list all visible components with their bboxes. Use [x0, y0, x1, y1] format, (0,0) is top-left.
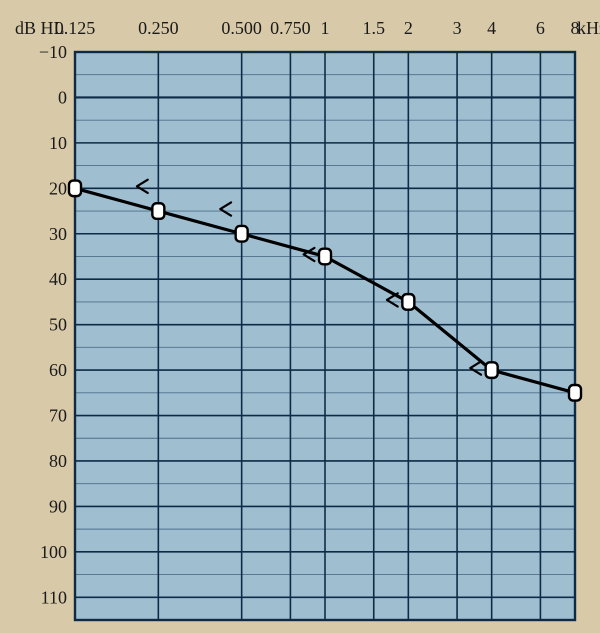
air-conduction-marker [152, 203, 164, 219]
y-tick-label: 110 [41, 587, 67, 607]
y-tick-label: 10 [49, 133, 67, 153]
x-axis-unit: kHz [577, 18, 600, 38]
x-tick-label: 6 [536, 18, 545, 38]
audiogram-svg: −100102030405060708090100110dB HL0.1250.… [0, 0, 600, 633]
air-conduction-marker [319, 249, 331, 265]
y-tick-label: 20 [49, 178, 67, 198]
y-tick-label: 30 [49, 224, 67, 244]
x-tick-label: 3 [453, 18, 462, 38]
y-tick-label: 40 [49, 269, 67, 289]
y-tick-label: −10 [39, 42, 67, 62]
x-tick-label: 2 [404, 18, 413, 38]
y-tick-label: 0 [58, 87, 67, 107]
y-tick-label: 60 [49, 360, 67, 380]
x-tick-label: 4 [487, 18, 496, 38]
y-tick-label: 80 [49, 451, 67, 471]
y-tick-label: 90 [49, 496, 67, 516]
air-conduction-marker [69, 181, 81, 197]
y-tick-label: 50 [49, 315, 67, 335]
air-conduction-marker [236, 226, 248, 242]
y-tick-label: 100 [40, 542, 67, 562]
x-tick-label: 0.125 [55, 18, 96, 38]
x-tick-label: 0.750 [270, 18, 311, 38]
air-conduction-marker [569, 385, 581, 401]
x-tick-label: 0.500 [221, 18, 262, 38]
x-tick-label: 1 [321, 18, 330, 38]
y-tick-label: 70 [49, 406, 67, 426]
audiogram-chart: { "audiogram": { "type": "line", "units"… [0, 0, 600, 633]
air-conduction-marker [486, 362, 498, 378]
air-conduction-marker [402, 294, 414, 310]
x-tick-label: 1.5 [362, 18, 385, 38]
x-tick-label: 0.250 [138, 18, 179, 38]
